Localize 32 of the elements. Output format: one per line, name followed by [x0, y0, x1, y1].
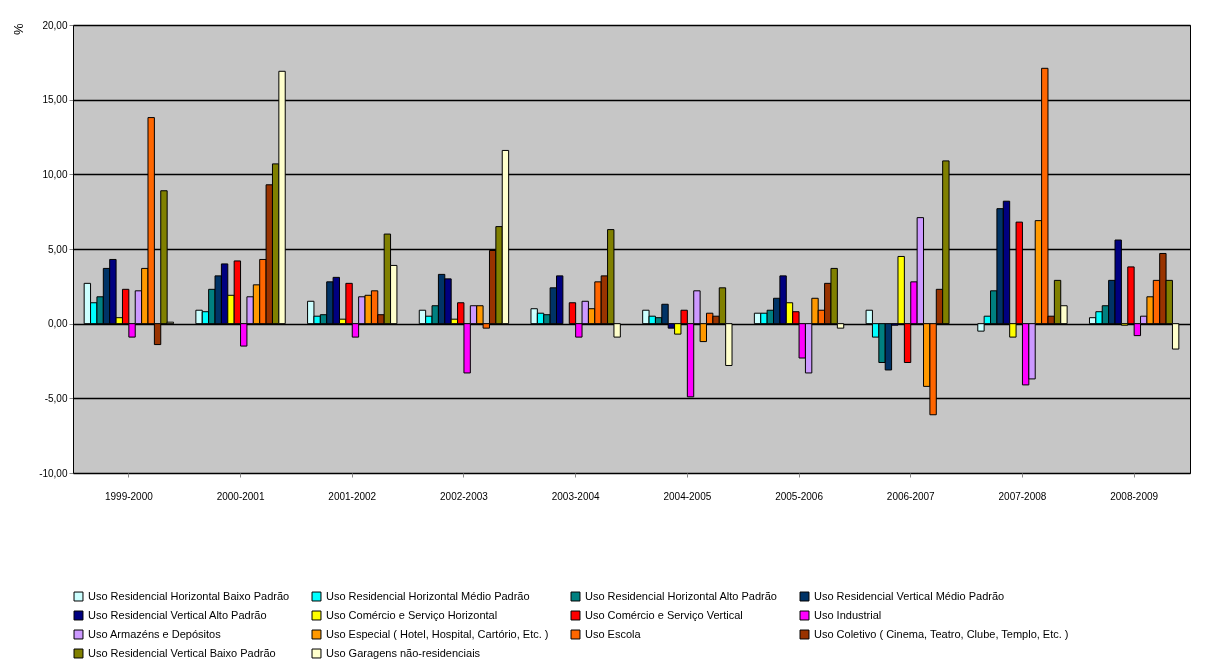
y-tick-label: 20,00	[42, 19, 68, 31]
legend-label: Uso Coletivo ( Cinema, Teatro, Clube, Templo, Etc. )	[814, 627, 1069, 640]
legend-label: Uso Residencial Horizontal Alto Padrão	[585, 589, 777, 602]
legend-label: Uso Residencial Horizontal Médio Padrão	[326, 589, 530, 602]
y-tick-label: -10,00	[39, 467, 68, 479]
x-tick-label: 2004-2005	[663, 490, 712, 502]
x-tick-label: 2001-2002	[328, 490, 377, 502]
legend-label: Uso Residencial Vertical Médio Padrão	[814, 589, 1005, 602]
y-tick-label: -5,00	[44, 392, 68, 404]
x-tick-label: 2008-2009	[1110, 490, 1159, 502]
legend-label: Uso Residencial Vertical Alto Padrão	[88, 608, 267, 621]
y-tick-label: 15,00	[42, 94, 68, 106]
x-tick-label: 2007-2008	[998, 490, 1047, 502]
x-tick-label: 2002-2003	[440, 490, 489, 502]
x-tick-label: 2006-2007	[886, 490, 936, 502]
x-tick-label: 1999-2000	[104, 490, 154, 502]
legend-label: Uso Comércio e Serviço Vertical	[585, 608, 743, 621]
y-axis-title: %	[10, 23, 26, 36]
legend-label: Uso Especial ( Hotel, Hospital, Cartório, Etc. )	[326, 627, 549, 640]
legend-label: Uso Escola	[585, 627, 642, 640]
y-tick-label: 5,00	[48, 243, 68, 255]
y-tick-label: 0,00	[48, 318, 68, 330]
legend-label: Uso Comércio e Serviço Horizontal	[326, 608, 498, 621]
x-tick-label: 2000-2001	[216, 490, 265, 502]
legend-label: Uso Garagens não-residenciais	[326, 646, 481, 659]
legend-label: Uso Residencial Horizontal Baixo Padrão	[88, 589, 290, 602]
x-tick-label: 2005-2006	[775, 490, 824, 502]
legend-label: Uso Industrial	[814, 608, 882, 621]
x-tick-label: 2003-2004	[551, 490, 600, 502]
y-tick-label: 10,00	[42, 168, 68, 180]
legend-label: Uso Residencial Vertical Baixo Padrão	[88, 646, 276, 659]
legend-label: Uso Armazéns e Depósitos	[88, 627, 222, 640]
